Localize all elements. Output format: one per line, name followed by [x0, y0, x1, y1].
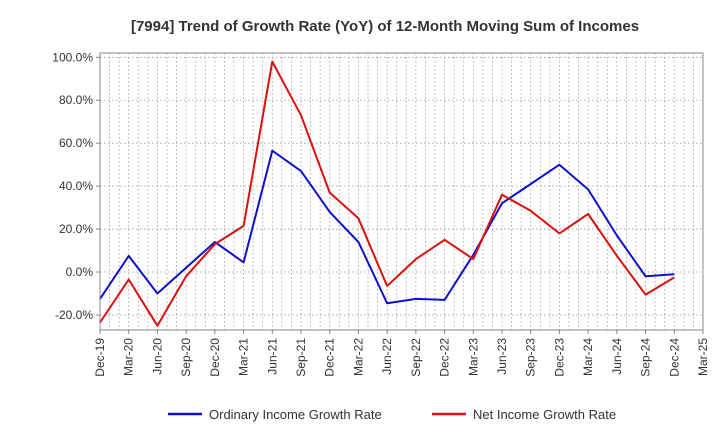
- x-tick-label: Mar-24: [581, 338, 595, 376]
- x-tick-label: Dec-19: [93, 338, 107, 377]
- x-tick-label: Dec-24: [667, 338, 681, 377]
- x-tick-label: Sep-20: [179, 338, 193, 377]
- x-tick-label: Sep-21: [294, 338, 308, 377]
- legend-label-ordinary: Ordinary Income Growth Rate: [209, 407, 382, 422]
- x-tick-label: Jun-20: [150, 338, 164, 375]
- series-line-0: [99, 149, 675, 305]
- x-tick-label: Mar-23: [466, 338, 480, 376]
- plot-area: [100, 53, 703, 330]
- series-layer: [99, 60, 675, 327]
- legend-label-net: Net Income Growth Rate: [473, 407, 616, 422]
- x-tick-label: Jun-23: [495, 338, 509, 375]
- x-tick-label: Mar-25: [696, 338, 710, 376]
- x-tick-label: Mar-22: [351, 338, 365, 376]
- y-tick-label: 40.0%: [59, 179, 93, 193]
- x-tick-label: Dec-22: [438, 338, 452, 377]
- x-tick-label: Mar-20: [122, 338, 136, 376]
- x-tick-label: Dec-23: [552, 338, 566, 377]
- y-tick-label: 100.0%: [52, 50, 93, 64]
- plot-frame: [99, 52, 704, 331]
- y-tick-label: 0.0%: [66, 265, 94, 279]
- x-tick-label: Dec-21: [323, 338, 337, 377]
- x-tick-label: Sep-22: [409, 338, 423, 377]
- y-tick-label: 20.0%: [59, 222, 93, 236]
- x-tick-label: Jun-24: [610, 338, 624, 375]
- y-tick-label: -20.0%: [55, 308, 93, 322]
- x-tick-label: Sep-23: [524, 338, 538, 377]
- x-tick-label: Mar-21: [237, 338, 251, 376]
- x-tick-label: Sep-24: [639, 338, 653, 377]
- chart-title: [7994] Trend of Growth Rate (YoY) of 12-…: [131, 18, 639, 35]
- x-tick-label: Jun-22: [380, 338, 394, 375]
- legend: Ordinary Income Growth Rate Net Income G…: [168, 407, 616, 422]
- series-line-1: [99, 60, 675, 327]
- x-tick-label: Jun-21: [265, 338, 279, 375]
- y-tick-label: 80.0%: [59, 93, 93, 107]
- axes: -20.0% 0.0% 20.0% 40.0% 60.0% 80.0% 100.0% Dec-…: [52, 50, 710, 376]
- x-tick-label: Dec-20: [208, 338, 222, 377]
- y-tick-label: 60.0%: [59, 136, 93, 150]
